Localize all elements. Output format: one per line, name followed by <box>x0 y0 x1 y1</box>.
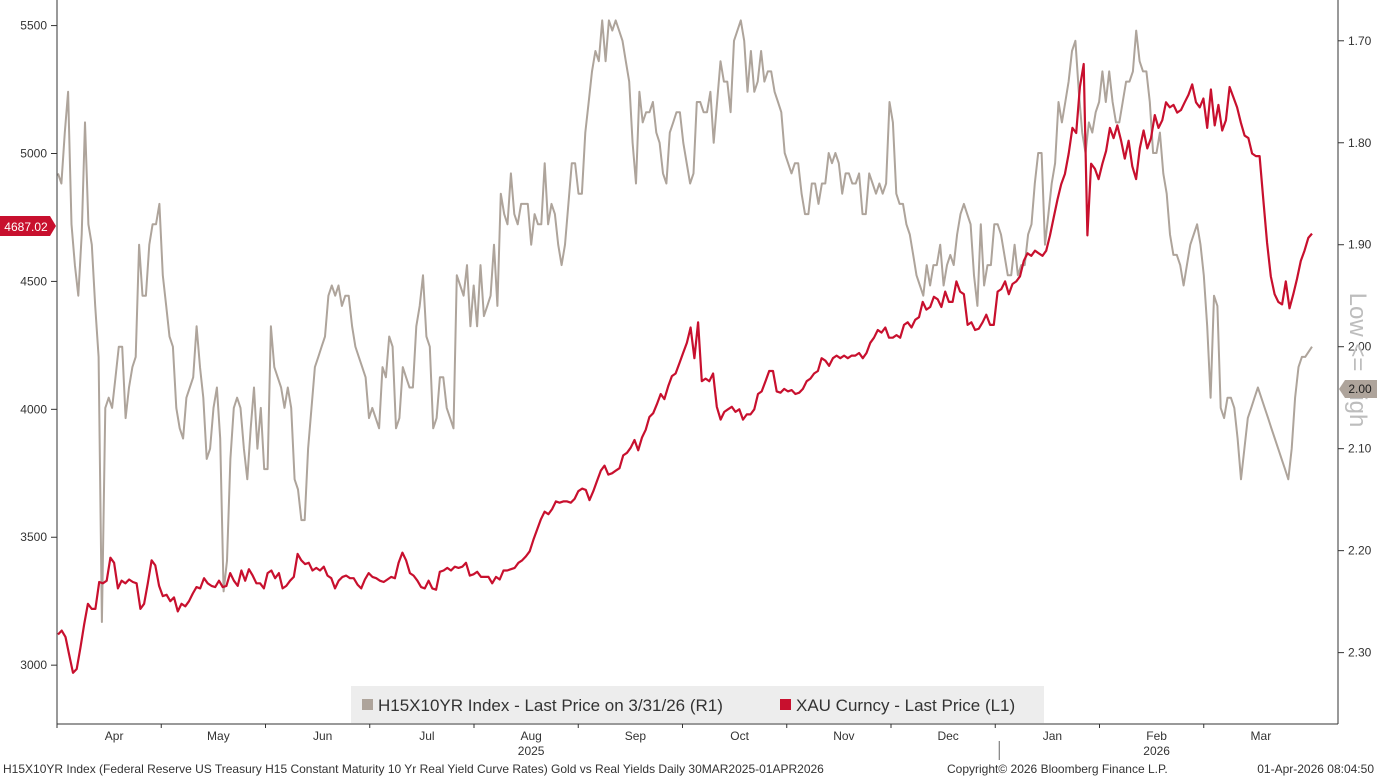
footer-timestamp: 01-Apr-2026 08:04:50 <box>1257 762 1374 776</box>
series-layer <box>57 19 1313 674</box>
x-tick-label-apr: Apr <box>105 729 124 743</box>
x-year-label-2026: 2026 <box>1143 744 1170 758</box>
left-tick-label: 5000 <box>20 146 47 160</box>
right-axis: 1.70 1.80 1.90 2.00 2.10 2.20 2.30 <box>1338 34 1372 660</box>
right-tick-label: 2.30 <box>1348 646 1372 660</box>
left-axis: 3000 3500 4000 4500 5000 5500 <box>20 19 57 672</box>
left-tick-label: 4000 <box>20 402 47 416</box>
right-tick-label: 1.70 <box>1348 34 1372 48</box>
x-tick-label-sep: Sep <box>625 729 647 743</box>
right-tick-label: 2.20 <box>1348 544 1372 558</box>
right-tick-label: 2.10 <box>1348 442 1372 456</box>
last-value-flags: 4687.02 2.00 <box>0 216 1377 398</box>
right-tick-label: 1.90 <box>1348 238 1372 252</box>
x-tick-label-may: May <box>207 729 230 743</box>
right-axis-title: Low <= High <box>1344 293 1371 428</box>
series-line-h15x10yr <box>57 19 1313 623</box>
footer-description: H15X10YR Index (Federal Reserve US Treas… <box>3 762 824 776</box>
right-tick-label: 2.00 <box>1348 340 1372 354</box>
footer-copyright: Copyright© 2026 Bloomberg Finance L.P. <box>947 762 1168 776</box>
left-tick-label: 3000 <box>20 658 47 672</box>
footer: H15X10YR Index (Federal Reserve US Treas… <box>3 762 1374 776</box>
legend-swatch-gold <box>780 699 791 710</box>
legend-label-yield: H15X10YR Index - Last Price on 3/31/26 (… <box>378 696 723 715</box>
left-tick-label: 3500 <box>20 530 47 544</box>
series-line-xau <box>57 62 1313 674</box>
x-tick-label-feb: Feb <box>1146 729 1167 743</box>
plot-frame <box>56 0 1339 725</box>
x-tick-label-jul: Jul <box>419 729 434 743</box>
x-tick-label-mar: Mar <box>1251 729 1272 743</box>
legend: H15X10YR Index - Last Price on 3/31/26 (… <box>351 686 1044 723</box>
x-tick-label-jan: Jan <box>1043 729 1062 743</box>
left-tick-label: 4500 <box>20 274 47 288</box>
legend-label-gold: XAU Curncy - Last Price (L1) <box>796 696 1015 715</box>
x-year-label-2025: 2025 <box>518 744 545 758</box>
x-tick-label-jun: Jun <box>313 729 332 743</box>
x-tick-label-oct: Oct <box>730 729 749 743</box>
yield-last-value-flag: 2.00 <box>1339 380 1377 398</box>
legend-swatch-yield <box>362 699 373 710</box>
xau-last-value: 4687.02 <box>4 220 48 234</box>
x-axis: Apr May Jun Jul Aug Sep Oct Nov Dec Jan Feb Mar 2025… <box>56 724 1272 760</box>
x-tick-label-nov: Nov <box>833 729 854 743</box>
x-tick-label-aug: Aug <box>520 729 541 743</box>
x-tick-label-dec: Dec <box>937 729 958 743</box>
yield-last-value: 2.00 <box>1348 382 1372 396</box>
xau-last-value-flag: 4687.02 <box>0 216 56 236</box>
left-tick-label: 5500 <box>20 19 47 33</box>
right-tick-label: 1.80 <box>1348 136 1372 150</box>
